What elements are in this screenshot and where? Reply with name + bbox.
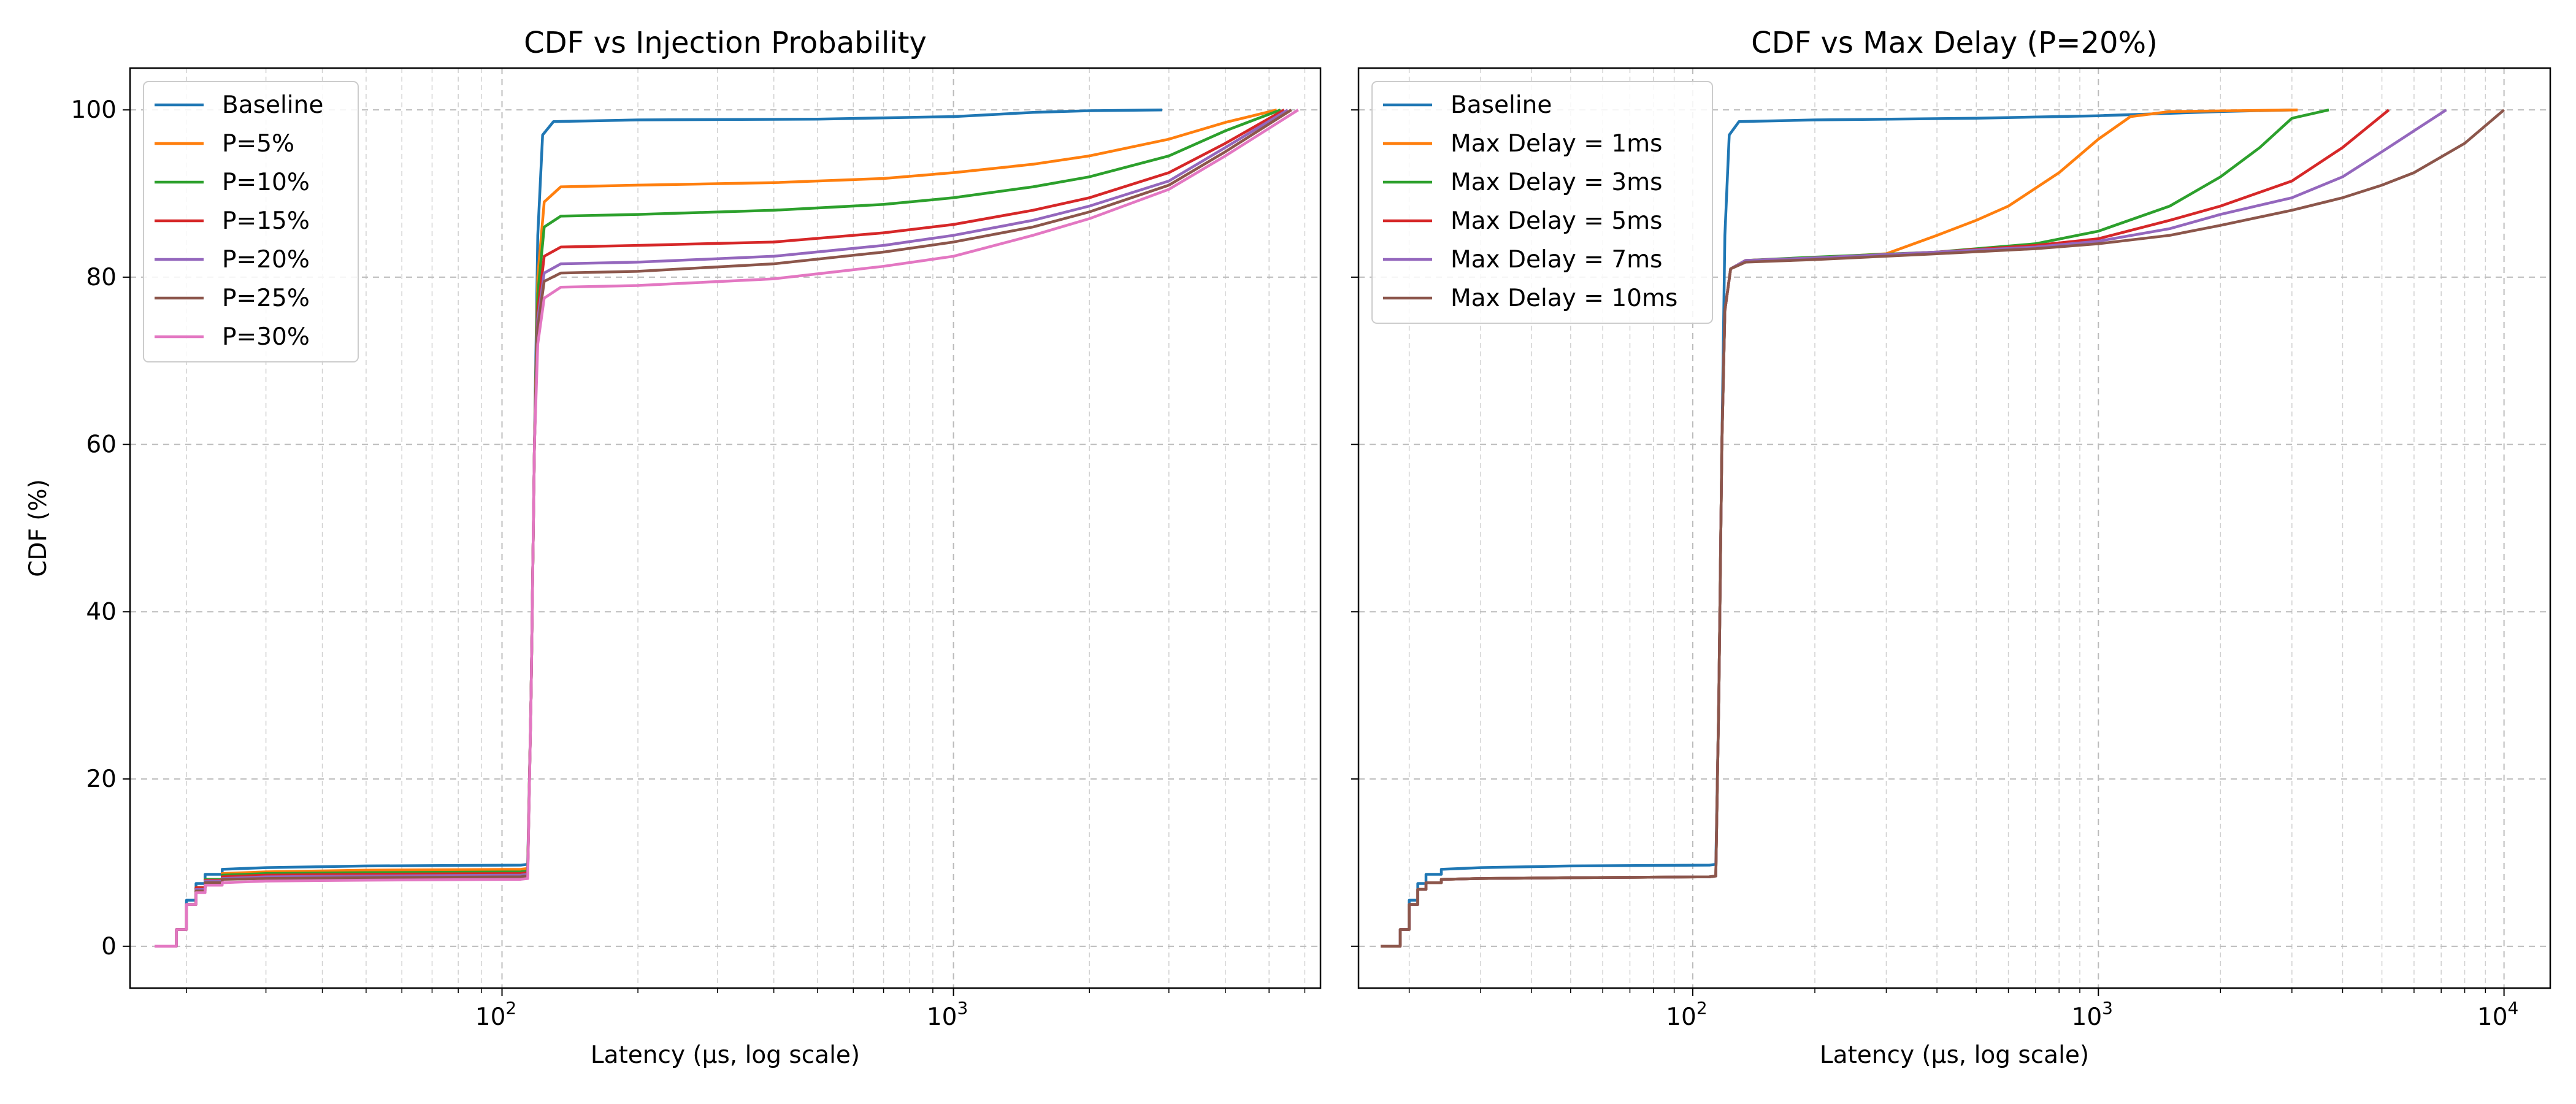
y-tick-label: 20 bbox=[86, 765, 117, 793]
legend-label: Max Delay = 1ms bbox=[1451, 130, 1662, 158]
y-tick-label: 0 bbox=[101, 933, 117, 960]
y-axis-label: CDF (%) bbox=[25, 479, 52, 577]
legend-label: Max Delay = 5ms bbox=[1451, 207, 1662, 235]
legend-box bbox=[1371, 81, 1713, 324]
series-lines bbox=[1381, 108, 2505, 948]
legend-label: P=15% bbox=[222, 207, 310, 235]
x-tick-label: 103 bbox=[927, 998, 968, 1031]
legend-label: P=25% bbox=[222, 285, 310, 312]
grid bbox=[130, 68, 1321, 993]
right-subplot: 102 103 104 CDF vs Max Delay (P=20%) Latency… bbox=[1351, 26, 2551, 1069]
x-axis-label: Latency (μs, log scale) bbox=[591, 1041, 860, 1069]
grid bbox=[1359, 68, 2550, 993]
legend-label: Max Delay = 10ms bbox=[1451, 285, 1677, 312]
axes-frame bbox=[129, 67, 1322, 989]
legend: Baseline Max Delay = 1ms Max Delay = 3ms Ma… bbox=[1371, 81, 1713, 324]
axes-frame bbox=[1357, 67, 2551, 989]
legend-label: Baseline bbox=[222, 91, 323, 119]
legend-label: Max Delay = 3ms bbox=[1451, 169, 1662, 196]
left-subplot: 0 20 40 60 80 100 102 103 CDF vs Injection Proba… bbox=[25, 26, 1322, 1069]
legend-label: P=20% bbox=[222, 246, 310, 274]
series-line-5 bbox=[1381, 109, 2505, 948]
series-line-6 bbox=[155, 109, 1299, 948]
legend-label: Max Delay = 7ms bbox=[1451, 246, 1662, 274]
chart-title: CDF vs Injection Probability bbox=[524, 26, 927, 60]
series-lines bbox=[155, 108, 1299, 948]
legend-label: P=5% bbox=[222, 130, 294, 158]
legend-label: Baseline bbox=[1451, 91, 1552, 119]
x-axis-label: Latency (μs, log scale) bbox=[1820, 1041, 2089, 1069]
x-tick-label: 103 bbox=[2072, 998, 2113, 1031]
x-tick-label: 104 bbox=[2477, 998, 2518, 1031]
chart-title: CDF vs Max Delay (P=20%) bbox=[1751, 26, 2158, 60]
x-tick-label: 102 bbox=[1666, 998, 1707, 1031]
x-tick-label: 102 bbox=[475, 998, 516, 1031]
legend-box bbox=[143, 81, 359, 362]
legend: Baseline P=5% P=10% P=15% P=20% P=25% P=30% bbox=[143, 81, 359, 362]
y-tick-label: 40 bbox=[86, 598, 117, 626]
y-tick-label: 60 bbox=[86, 431, 117, 459]
y-tick-label: 80 bbox=[86, 264, 117, 291]
legend-label: P=10% bbox=[222, 169, 310, 196]
legend-label: P=30% bbox=[222, 323, 310, 351]
y-tick-label: 100 bbox=[71, 96, 117, 124]
